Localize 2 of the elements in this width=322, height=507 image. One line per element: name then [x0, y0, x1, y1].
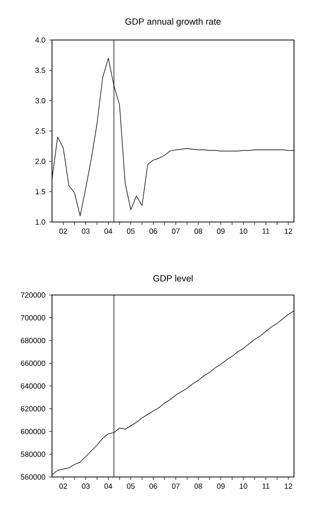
chart-title: GDP annual growth rate	[125, 18, 221, 26]
chart-title: GDP level	[153, 274, 193, 282]
